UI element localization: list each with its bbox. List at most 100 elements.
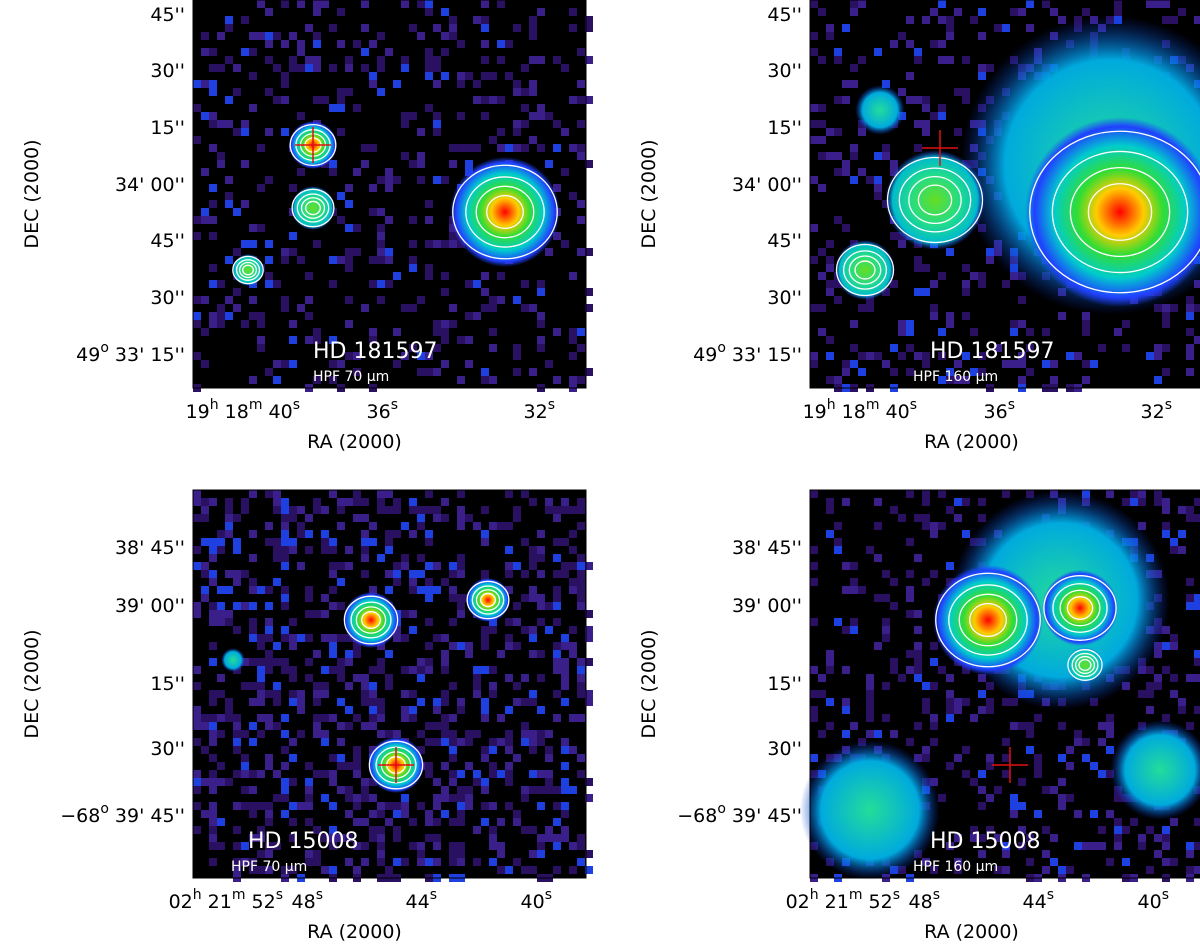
contour [842,250,888,290]
panel: HD 181597 HPF 160 μm 45'' 30'' 15'' 34' 00'' 4… [638,0,1200,453]
contour [935,572,1041,668]
contour [917,184,953,216]
contour [471,585,505,615]
y-axis-title: DEC (2000) [638,629,660,738]
frame [192,489,587,879]
panel: HD 181597 HPF 70 μm 45'' 30'' 15'' 34' 00'' 45… [21,0,593,453]
contour [848,255,882,285]
y-tick-label: 30'' [767,287,802,309]
contour [1071,652,1099,678]
source [835,240,895,300]
band-label: HPF 70 μm [231,859,307,875]
y-tick-label: 34' 00'' [115,174,185,196]
x-tick-label: 32s [1141,397,1172,423]
contour [969,602,1007,638]
contour [296,193,330,223]
y-tick-label: 39' 00'' [115,595,185,617]
y-tick-label: 49o 33' 15'' [693,340,802,366]
y-axis-title: DEC (2000) [21,139,43,248]
x-axis-title: RA (2000) [307,921,402,943]
y-tick-label: 38' 45'' [732,537,802,559]
x-axis-title: RA (2000) [307,431,402,453]
contour [235,259,261,281]
contour [466,580,510,620]
contour [1078,658,1092,672]
contour [854,260,876,280]
contour [475,589,501,611]
band-label: HPF 160 μm [913,369,998,385]
x-axis-title: RA (2000) [924,431,1019,453]
object-label: HD 181597 [930,339,1054,364]
contour [908,175,962,225]
y-tick-label: 49o 33' 15'' [76,340,185,366]
object-label: HD 181597 [313,339,437,364]
x-tick-label: 40s [521,887,552,913]
frame [809,489,1200,879]
y-tick-label: 15'' [767,673,802,695]
source [1042,570,1118,646]
x-tick-label: 19h 18m 40s [186,397,300,423]
contour [305,200,321,216]
source [855,85,905,135]
object-label: HD 15008 [930,829,1040,854]
contour [1029,130,1200,294]
contour [958,593,1018,647]
source [221,648,245,672]
x-tick-label: 44s [1023,887,1054,913]
x-tick-label: 02h 21m 52s [169,887,283,913]
y-tick-label: 30'' [767,738,802,760]
x-tick-label: 48s [909,887,940,913]
source [291,186,335,230]
source [343,592,399,648]
panel: HD 15008 HPF 70 μm 38' 45'' 39' 00'' 15'' 30'… [21,489,593,943]
band-label: HPF 70 μm [313,369,389,385]
source [466,578,510,622]
contour [1087,183,1153,241]
x-tick-label: 44s [406,887,437,913]
x-tick-label: 36s [367,397,398,423]
contour [835,243,895,297]
y-tick-label: −68o 39' 45'' [60,801,185,827]
contour [1069,166,1171,258]
source [933,565,1043,675]
contour [242,264,254,276]
contour [486,194,524,230]
y-tick-label: −68o 39' 45'' [677,801,802,827]
contour [355,606,387,634]
y-tick-label: 30'' [150,738,185,760]
y-tick-label: 15'' [150,117,185,139]
image: HD 181597 HPF 160 μm [810,0,1200,392]
contour [480,592,496,608]
contour [452,164,558,260]
contour [1052,583,1108,633]
frame [192,0,587,389]
x-axis-title: RA (2000) [924,921,1019,943]
contour [948,584,1028,656]
y-tick-label: 45'' [767,230,802,252]
contour [238,261,258,279]
contour [232,255,264,285]
contour [361,611,381,629]
y-tick-label: 39' 00'' [732,595,802,617]
x-tick-label: 19h 18m 40s [803,397,917,423]
y-axis-title: DEC (2000) [638,139,660,248]
image: HD 15008 HPF 160 μm [800,490,1200,882]
x-tick-label: 36s [984,397,1015,423]
contour [475,185,535,239]
contour [465,176,545,248]
source [1110,720,1200,820]
y-tick-label: 30'' [150,60,185,82]
image: HD 181597 HPF 70 μm [193,0,593,392]
contour [1067,649,1103,681]
y-axis-title: DEC (2000) [21,629,43,738]
y-tick-label: 45'' [150,4,185,26]
contour [300,197,326,219]
y-tick-label: 45'' [150,230,185,252]
y-tick-label: 38' 45'' [115,537,185,559]
x-tick-label: 32s [524,397,555,423]
source [1025,117,1200,307]
frame [809,0,1200,389]
y-tick-label: 30'' [150,287,185,309]
contour [343,595,399,645]
